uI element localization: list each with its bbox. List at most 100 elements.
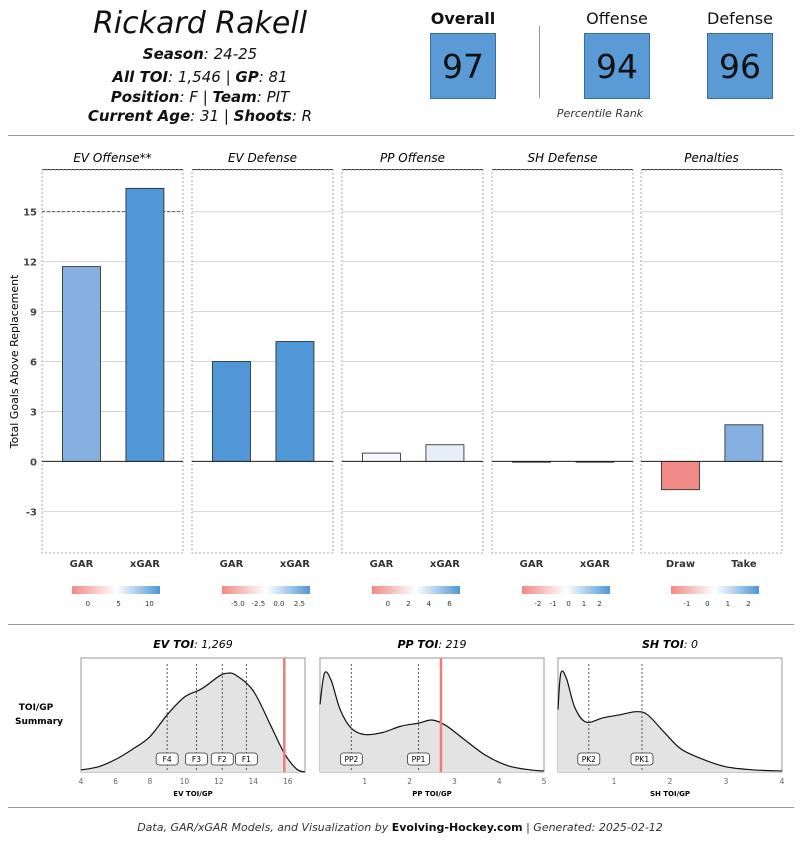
legend-tick-label: 6 (447, 600, 452, 608)
y-tick-label: -3 (26, 507, 37, 518)
position-value: F (189, 88, 198, 106)
line-marker-box (235, 752, 258, 766)
legend-tick-label: 1 (582, 600, 586, 608)
legend-tick-label: -1 (683, 600, 690, 608)
x-tick-label: 10 (180, 777, 190, 786)
legend-colorbar (372, 586, 460, 594)
line-marker-box (210, 752, 234, 766)
season-label: Season (142, 45, 204, 63)
age-value: 31 (199, 107, 220, 125)
bar-gar (62, 266, 101, 462)
toi-title-label: PP TOI (397, 638, 438, 651)
line-marker-label: F2 (218, 755, 227, 764)
legend-tick-label: 5 (116, 600, 120, 608)
legend-tick-label: 1 (726, 600, 730, 608)
y-tick-label: 15 (23, 208, 37, 219)
offense-label: Offense (586, 9, 648, 28)
gp-label: GP (235, 68, 259, 86)
age-line: Current Age: 31 | Shoots: R (87, 107, 313, 125)
bar-gar (362, 452, 401, 462)
x-tick-label: 8 (148, 777, 153, 786)
line-marker-box (339, 752, 363, 766)
bar-gar (212, 361, 251, 462)
density-line (557, 670, 783, 772)
panel-title: PP Offense (380, 151, 445, 165)
bar-xgar (425, 444, 465, 462)
line-marker-label: F3 (192, 755, 201, 764)
x-tick-label: 1 (362, 777, 367, 786)
toi-panel-1: PP TOI: 219 PP2 PP1 1 2 3 4 5 PP TOI/GP (319, 638, 547, 798)
panel-frame (640, 169, 783, 554)
line-marker-box (185, 752, 208, 766)
legend-tick-label: 2 (406, 600, 410, 608)
toi-panel-title: PP TOI: 219 (397, 638, 466, 651)
line-marker-box (155, 752, 179, 766)
team-label: Team (212, 88, 257, 106)
x-axis-label: EV TOI/GP (173, 790, 212, 798)
overall-label: Overall (430, 9, 496, 28)
line-marker-label: F1 (242, 755, 251, 764)
toi-value: 1,546 (177, 68, 221, 86)
legend-colorbar (72, 586, 160, 594)
panel-frame (191, 169, 334, 554)
x-tick-label: 3 (724, 777, 729, 786)
line-marker-label: PP2 (344, 755, 358, 764)
x-tick-label: 5 (542, 777, 547, 786)
gar-panel-ev-offense: EV Offense** GAR xGAR 0 5 10 (41, 151, 184, 608)
x-tick-label: xGAR (130, 559, 160, 570)
footer-credit: Data, GAR/xGAR Models, and Visualization… (0, 821, 800, 834)
legend-tick-label: 0 (566, 600, 570, 608)
toi-title-label: SH TOI (642, 638, 684, 651)
middle-divider (8, 624, 794, 625)
x-tick-label: 14 (249, 777, 259, 786)
toi-panel-title: SH TOI: 0 (642, 638, 698, 651)
gar-panel-pp-offense: PP Offense GAR xGAR 0 2 4 6 (341, 151, 484, 608)
gar-bar-chart: Total Goals Above Replacement-303691215E… (8, 151, 783, 608)
line-marker-box (407, 752, 430, 766)
toi-title-value: : 219 (438, 638, 466, 651)
toi-panel-2: SH TOI: 0 PK2 PK1 1 2 3 4 SH TOI/GP (557, 638, 785, 798)
toi-label: All TOI (112, 68, 169, 86)
footer-prefix: Data, GAR/xGAR Models, and Visualization… (137, 821, 392, 834)
x-tick-label: GAR (520, 559, 544, 570)
defense-label: Defense (707, 9, 773, 28)
density-area (81, 673, 305, 772)
legend-colorbar (222, 586, 310, 594)
ratings-divider (539, 26, 540, 98)
x-axis-label: SH TOI/GP (650, 790, 690, 798)
gar-panel-ev-defense: EV Defense GAR xGAR -5.0 -2.5 0.0 2.5 (191, 151, 334, 608)
panel-title: SH Defense (528, 151, 598, 165)
legend-tick-label: 0 (86, 600, 90, 608)
bar-take (724, 424, 764, 462)
defense-score-box: 96 (707, 33, 773, 99)
gar-panel-sh-defense: SH Defense GAR xGAR -2 -1 0 1 2 (491, 151, 634, 608)
gar-panel-penalties: Penalties Draw Take -1 0 1 2 (640, 151, 783, 608)
x-tick-label: xGAR (580, 559, 610, 570)
legend-colorbar (522, 586, 610, 594)
legend-tick-label: 2 (746, 600, 750, 608)
toi-panel-0: EV TOI: 1,269 F4 F3 F2 F1 4 6 8 10 12 14 16 EV TOI/G… (79, 638, 306, 798)
line-marker-box (630, 752, 654, 766)
y-axis-label: Total Goals Above Replacement (8, 274, 21, 449)
position-line: Position: F | Team: PIT (110, 88, 290, 106)
x-axis-label: PP TOI/GP (412, 790, 451, 798)
toi-title-value: : 1,269 (194, 638, 233, 651)
x-tick-label: Take (731, 559, 757, 570)
bar-xgar (125, 187, 165, 462)
legend-tick-label: 0 (386, 600, 390, 608)
toi-title-value: : 0 (684, 638, 698, 651)
panel-frame (341, 169, 484, 554)
shoots-value: R (301, 107, 313, 125)
x-tick-label: 4 (780, 777, 785, 786)
panel-title: Penalties (684, 151, 739, 165)
shoots-label: Shoots (233, 107, 292, 125)
footer-suffix: | Generated: 2025-02-12 (522, 821, 663, 834)
player-name: Rickard Rakell (92, 6, 308, 41)
y-tick-label: 0 (30, 457, 37, 468)
density-area (558, 670, 782, 772)
x-tick-label: GAR (70, 559, 94, 570)
x-tick-label: 6 (113, 777, 118, 786)
bar-draw (661, 461, 700, 491)
x-tick-label: 16 (283, 777, 293, 786)
percentile-caption: Percentile Rank (556, 107, 644, 120)
